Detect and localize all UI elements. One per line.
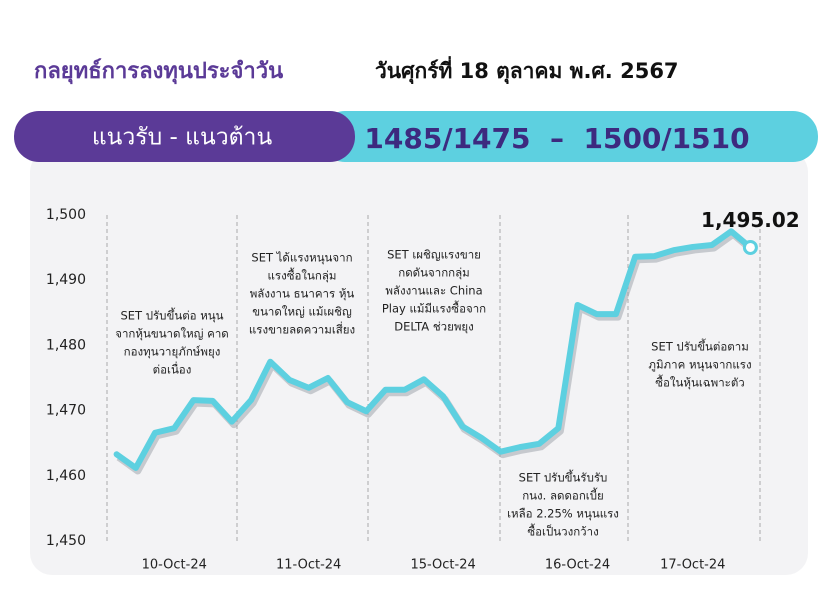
annotation: แรงซื้อในกลุ่ม	[268, 268, 337, 283]
value-label: 1,495.02	[701, 208, 800, 232]
end-marker	[742, 239, 758, 255]
y-tick-label: 1,450	[46, 533, 86, 549]
annotation: กองทุนวายุภักษ์พยุง	[124, 345, 221, 359]
x-tick-label: 16-Oct-24	[545, 558, 610, 573]
annotation: ต่อเนื่อง	[153, 362, 192, 377]
y-tick-label: 1,490	[46, 272, 86, 288]
annotation: กดดันจากกลุ่ม	[398, 266, 470, 280]
page-title: กลยุทธ์การลงทุนประจำวัน	[34, 58, 283, 85]
x-tick-label: 10-Oct-24	[142, 558, 207, 573]
annotation: พลังงานและ China	[385, 284, 482, 298]
x-tick-label: 11-Oct-24	[276, 558, 341, 573]
annotation: SET เผชิญแรงขาย	[387, 248, 481, 262]
banner-label: แนวรับ - แนวต้าน	[92, 125, 273, 151]
line	[113, 228, 754, 471]
annotation: SET ได้แรงหนุนจาก	[251, 251, 352, 265]
annotation: SET ปรับขึ้นต่อตาม	[651, 339, 749, 354]
x-tick-label: 15-Oct-24	[410, 558, 475, 573]
y-tick-label: 1,470	[46, 403, 86, 419]
annotation: จากหุ้นขนาดใหญ่ คาด	[115, 327, 229, 341]
annotation: ซื้อเป็นวงกว้าง	[527, 524, 598, 539]
banner-left	[14, 111, 355, 162]
annotation: เหลือ 2.25% หนุนแรง	[507, 507, 619, 521]
separators	[106, 215, 761, 541]
annotation: ภูมิภาค หนุนจากแรง	[648, 358, 751, 372]
y-tick-label: 1,500	[46, 207, 86, 223]
annotation: แรงขายลดความเสี่ยง	[249, 322, 355, 337]
annotation: DELTA ช่วยพยุง	[394, 320, 474, 334]
annotation: Play แม้มีแรงซื้อจาก	[382, 301, 486, 316]
annotation: พลังงาน ธนาคาร หุ้น	[250, 287, 355, 301]
banner-right	[320, 111, 818, 162]
annotation: กนง. ลดดอกเบี้ย	[522, 488, 604, 503]
x-tick-label: 17-Oct-24	[660, 558, 725, 573]
date: วันศุกร์ที่ 18 ตุลาคม พ.ศ. 2567	[375, 55, 679, 85]
chart-panel	[30, 150, 808, 575]
y-tick-label: 1,480	[46, 337, 86, 353]
annotation: SET ปรับขึ้นรับรับ	[519, 470, 608, 485]
annotation: ขนาดใหญ่ แม้เผชิญ	[252, 305, 352, 319]
y-tick-label: 1,460	[46, 468, 86, 484]
annotation: ซื้อในหุ้นเฉพาะตัว	[655, 375, 745, 390]
banner-values: 1485/1475 – 1500/1510	[364, 122, 749, 155]
annotation: SET ปรับขึ้นต่อ หนุน	[120, 308, 223, 323]
